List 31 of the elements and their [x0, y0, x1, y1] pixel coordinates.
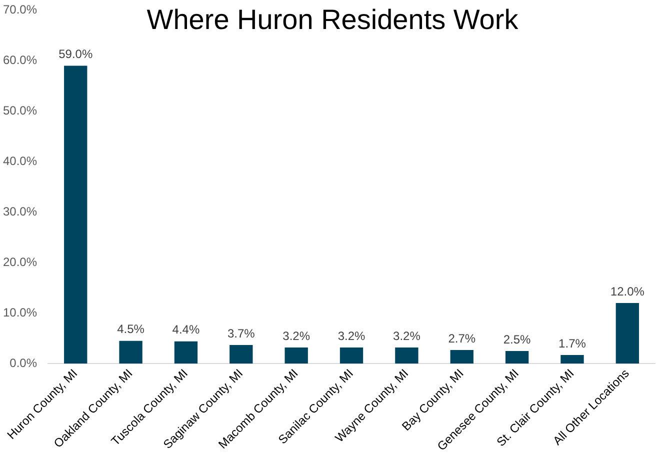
bar — [64, 66, 88, 364]
bar — [395, 347, 418, 364]
data-label: 3.7% — [227, 326, 256, 340]
data-label: 2.7% — [448, 331, 476, 346]
y-tick-label: 50.0% — [2, 103, 38, 118]
bar — [230, 344, 253, 364]
data-label: 1.7% — [558, 336, 586, 350]
data-label: 4.4% — [172, 322, 200, 337]
bar — [616, 303, 639, 364]
bar — [119, 340, 142, 364]
data-label: 3.2% — [338, 328, 366, 343]
y-tick-label: 20.0% — [2, 254, 38, 269]
data-label: 3.2% — [393, 328, 421, 343]
data-label: 4.5% — [117, 322, 145, 336]
bar — [284, 347, 308, 364]
data-label: 3.2% — [282, 328, 310, 343]
y-tick-label: 30.0% — [2, 204, 38, 218]
y-tick-label: 0.0% — [10, 356, 38, 370]
data-label: 59.0% — [58, 47, 93, 62]
bar — [450, 350, 474, 364]
bar — [560, 355, 584, 364]
data-label: 2.5% — [503, 332, 532, 346]
bar — [174, 341, 198, 364]
bar — [340, 347, 364, 364]
y-tick-label: 40.0% — [2, 154, 38, 168]
data-label: 12.0% — [610, 284, 645, 298]
bar — [505, 351, 529, 364]
y-tick-label: 10.0% — [2, 305, 38, 320]
chart-title: Where Huron Residents Work — [146, 4, 518, 35]
y-tick-label: 60.0% — [2, 53, 38, 67]
y-tick-label: 70.0% — [2, 2, 38, 17]
